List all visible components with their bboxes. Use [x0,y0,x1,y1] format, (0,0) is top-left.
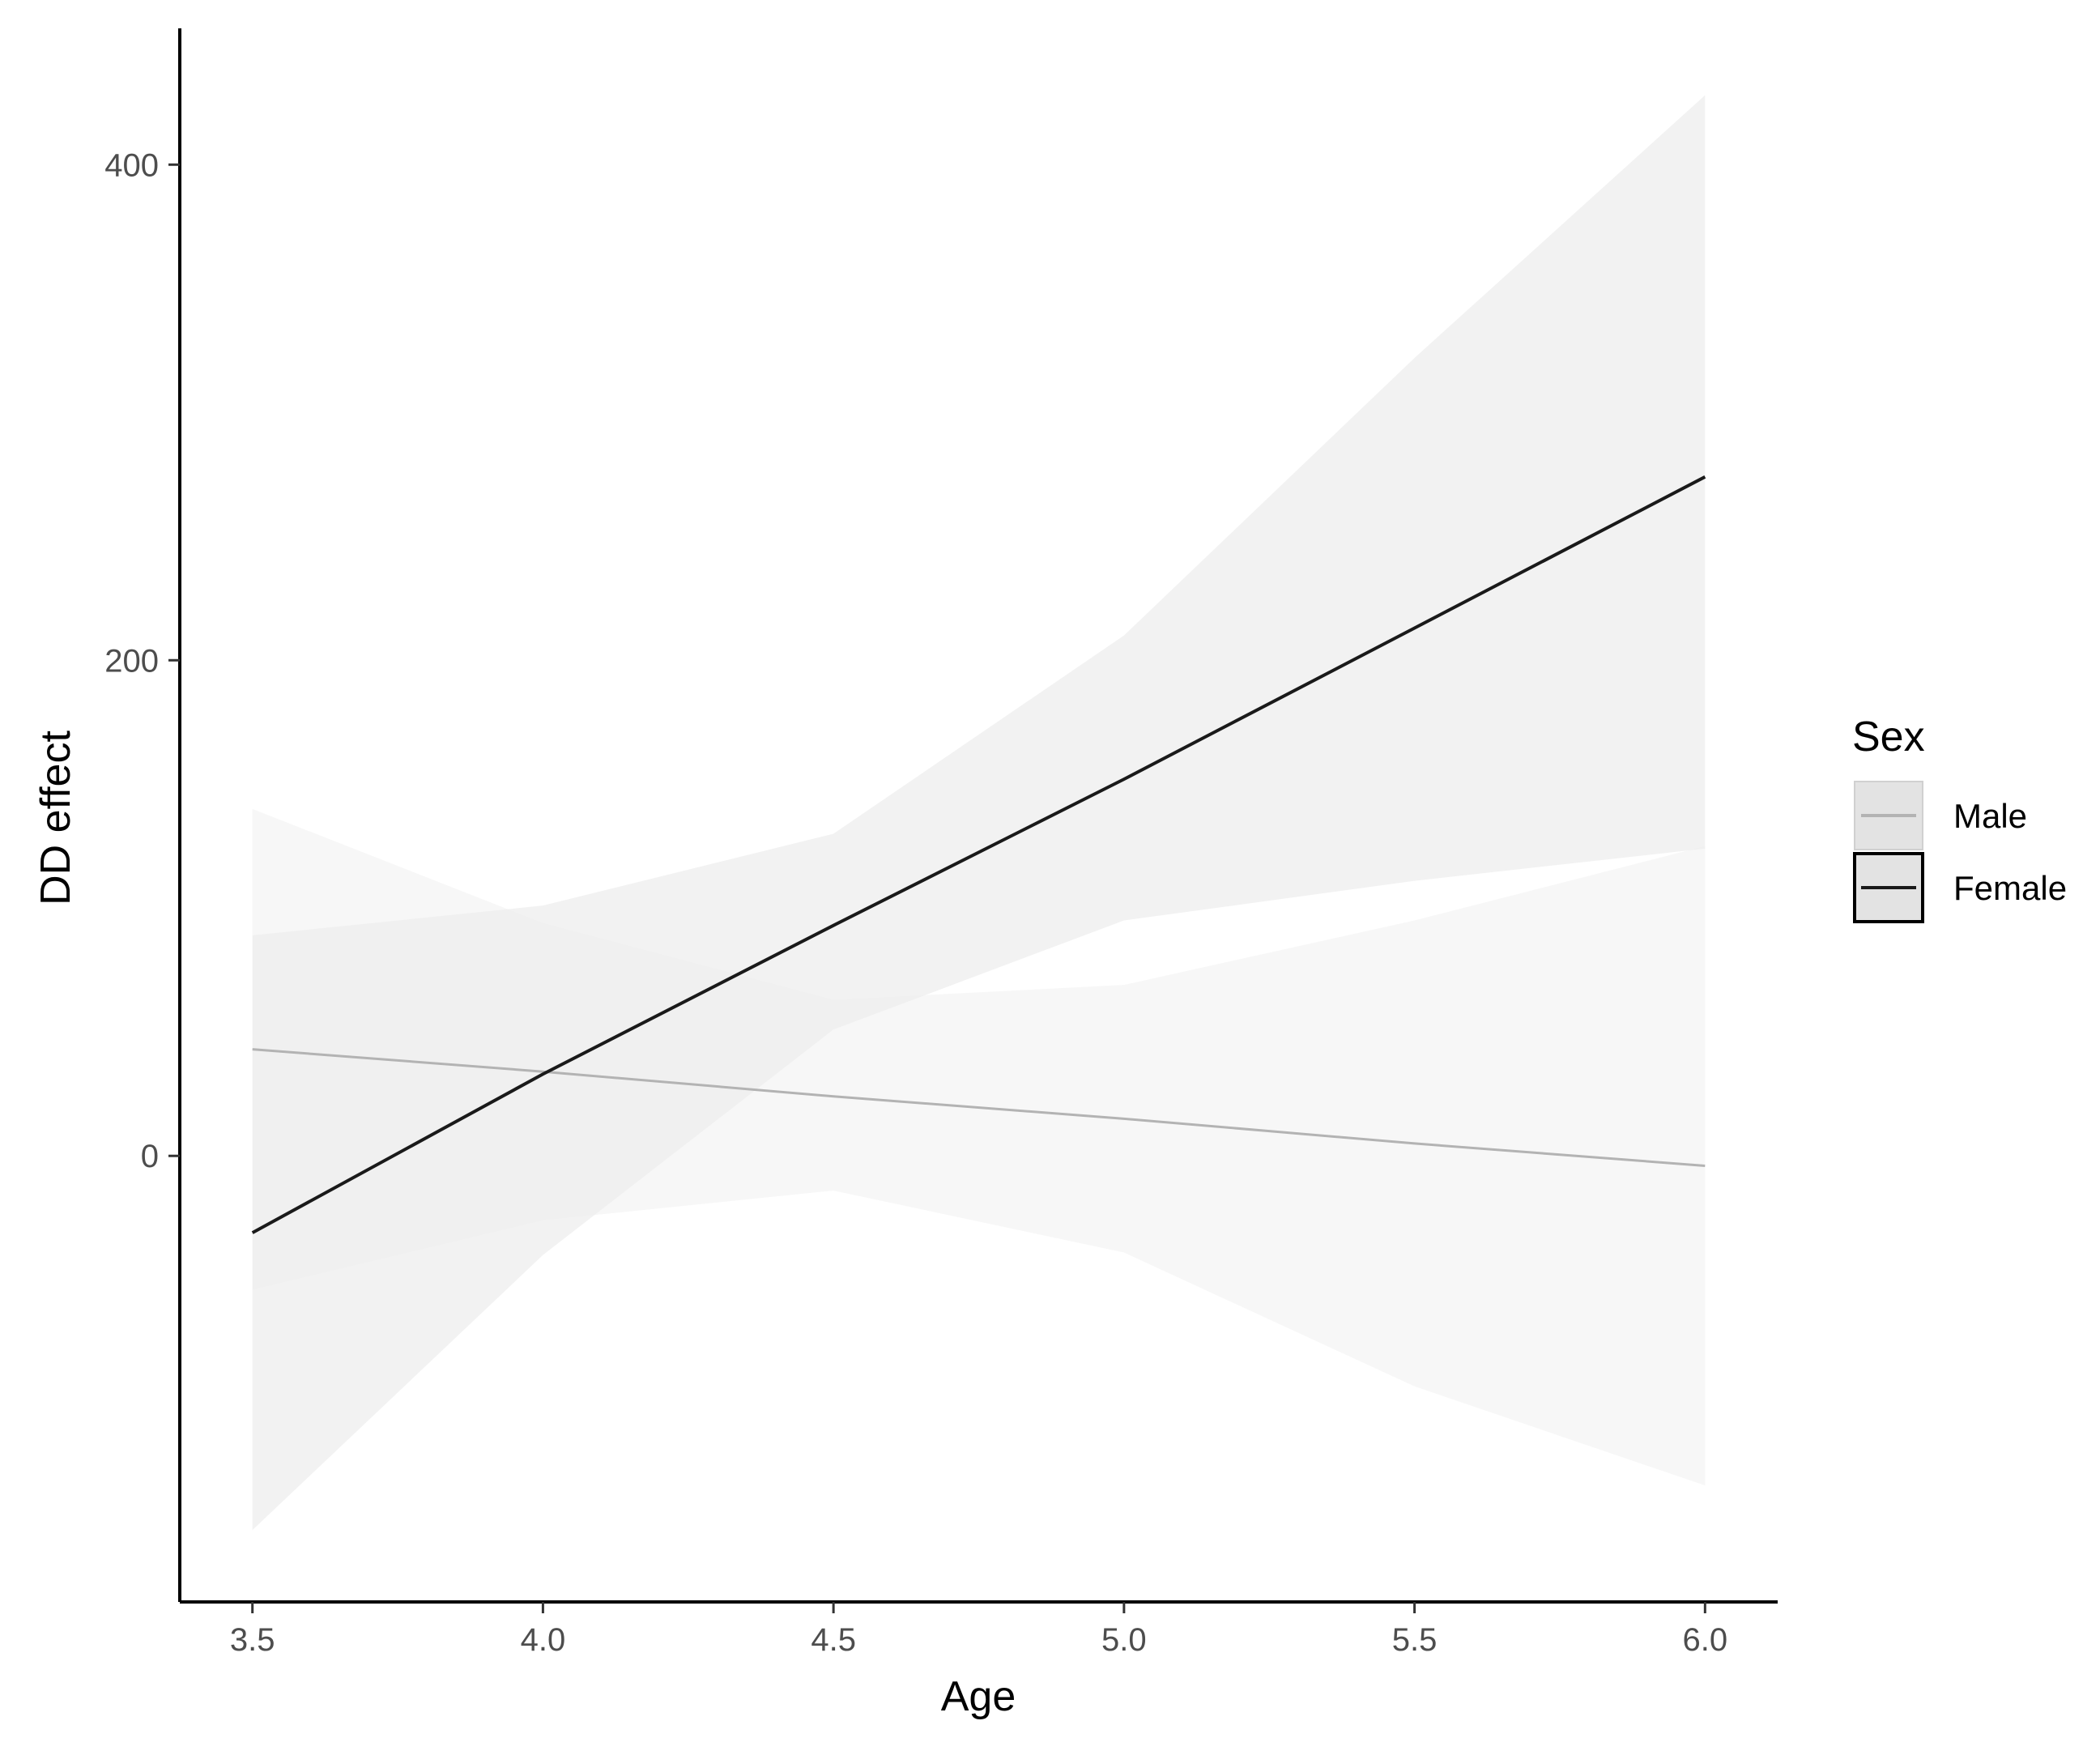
legend-label-male: Male [1953,797,2027,835]
series-lines [251,475,1706,1234]
x-tick-label: 6.0 [1683,1622,1728,1658]
x-tick-label: 5.5 [1392,1622,1438,1658]
y-tick-label: 400 [104,147,159,183]
x-tick-label: 3.5 [230,1622,275,1658]
y-axis-title: DD effect [32,731,79,905]
legend-key-male [1854,781,1923,850]
y-tick-label: 0 [141,1139,159,1174]
x-ticks: 3.5 4.0 4.5 5.0 5.5 6.0 [230,1602,1727,1658]
x-tick-label: 4.0 [521,1622,566,1658]
legend-title: Sex [1852,714,1925,760]
legend-label-female: Female [1953,869,2067,907]
line-male [252,1048,1706,1167]
y-ticks: 0 200 400 [104,147,180,1174]
x-tick-label: 4.5 [811,1622,856,1658]
x-axis-title: Age [941,1673,1016,1720]
line-female [251,475,1706,1234]
x-tick-label: 5.0 [1101,1622,1147,1658]
legend: Sex Male Female [1852,714,2067,923]
legend-key-female [1853,852,1924,923]
band-female [252,95,1706,1531]
confidence-bands [252,95,1706,1531]
axes [178,28,1778,1604]
y-tick-label: 200 [104,643,159,679]
